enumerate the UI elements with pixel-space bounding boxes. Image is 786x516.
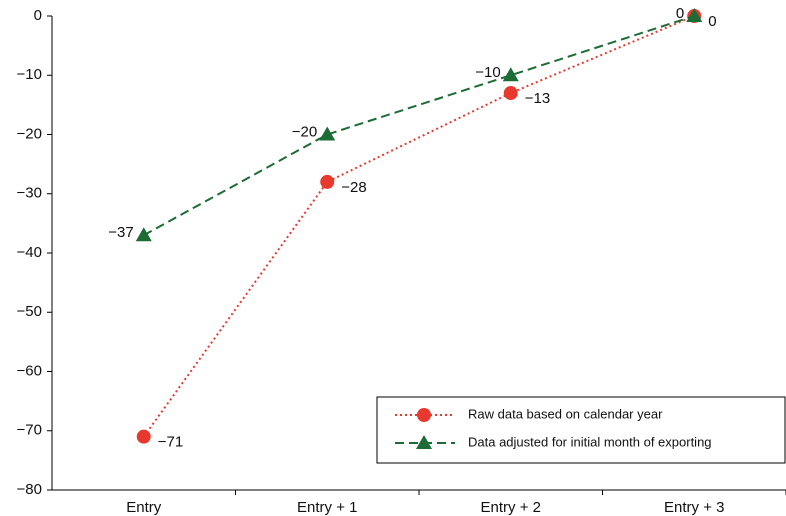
y-tick-label: 0 xyxy=(34,7,42,24)
data-label: −20 xyxy=(292,123,317,140)
marker xyxy=(319,126,336,141)
legend-label: Data adjusted for initial month of expor… xyxy=(468,434,712,449)
data-label: −37 xyxy=(108,224,133,241)
marker xyxy=(502,67,519,82)
series-line xyxy=(143,15,695,237)
y-tick-label: −70 xyxy=(17,422,42,439)
y-tick-label: −60 xyxy=(17,362,42,379)
legend-box xyxy=(376,396,786,464)
y-tick-label: −50 xyxy=(17,303,42,320)
legend-marker xyxy=(417,408,431,422)
x-tick-label: Entry + 2 xyxy=(481,499,541,516)
x-tick-label: Entry + 1 xyxy=(297,499,357,516)
marker xyxy=(135,227,152,242)
marker xyxy=(136,429,151,444)
marker xyxy=(503,86,518,101)
data-label: −71 xyxy=(158,434,183,451)
marker xyxy=(686,8,703,22)
legend-marker xyxy=(416,435,432,449)
data-label: −13 xyxy=(525,90,550,107)
marker xyxy=(320,174,335,189)
data-label: 0 xyxy=(676,5,684,22)
y-tick-label: −30 xyxy=(17,185,42,202)
legend-label: Raw data based on calendar year xyxy=(468,406,663,421)
x-tick-label: Entry xyxy=(126,499,162,516)
y-tick-label: −40 xyxy=(17,244,42,261)
y-tick-label: −80 xyxy=(17,481,42,498)
series-line xyxy=(142,15,695,438)
x-tick-label: Entry + 3 xyxy=(664,499,724,516)
y-tick-label: −10 xyxy=(17,66,42,83)
y-tick-label: −20 xyxy=(17,125,42,142)
data-label: −28 xyxy=(341,179,366,196)
data-label: −10 xyxy=(475,64,500,81)
data-label: 0 xyxy=(708,13,716,30)
